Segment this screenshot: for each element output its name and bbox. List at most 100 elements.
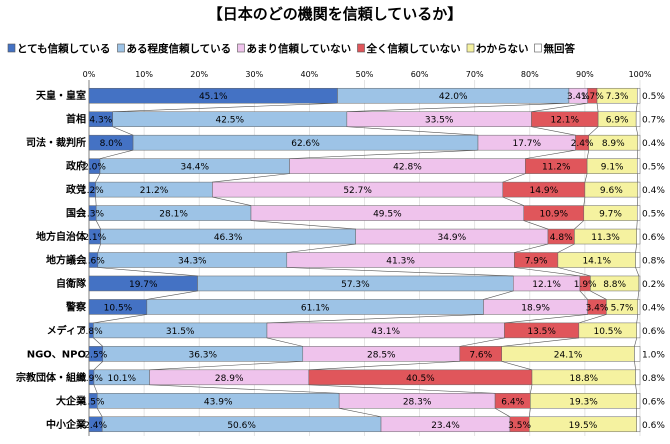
series-connector	[149, 361, 303, 371]
data-label: 0.7%	[642, 116, 665, 126]
series-connector	[588, 126, 599, 136]
bar-segment	[637, 181, 641, 198]
series-connector	[308, 384, 496, 394]
data-label: 0.4%	[642, 303, 665, 313]
series-connector	[266, 314, 484, 324]
data-label: 12.1%	[532, 280, 561, 290]
x-tick-label: 70%	[466, 70, 484, 79]
data-label: 0.5%	[642, 92, 665, 102]
series-connector	[596, 103, 599, 112]
bar-segment	[636, 322, 641, 339]
legend-label: わからない	[476, 43, 529, 55]
data-label: 31.5%	[166, 327, 195, 337]
bar-segment	[634, 346, 641, 362]
data-label: 11.2%	[542, 163, 571, 173]
x-tick-label: 30%	[245, 70, 263, 79]
data-label: 8.0%	[100, 139, 123, 149]
series-connector	[635, 103, 638, 112]
data-label: 61.1%	[301, 303, 330, 313]
data-label: 2.4%	[571, 139, 594, 149]
series-connector	[635, 384, 637, 394]
data-label: 1.6%	[82, 257, 105, 267]
data-label: 9.7%	[599, 210, 622, 220]
series-connector	[636, 150, 639, 159]
category-label: 首相	[66, 113, 86, 126]
bar-segment	[635, 369, 641, 386]
series-connector	[557, 267, 591, 277]
legend-swatch	[466, 43, 475, 53]
series-connector	[93, 361, 103, 371]
series-connector	[93, 314, 147, 324]
data-label: 3.4%	[567, 92, 590, 102]
category-label: メディア	[47, 324, 86, 337]
data-label: 10.5%	[593, 327, 622, 337]
legend-label: 全く信頼していない	[366, 42, 461, 55]
legend-swatch	[7, 43, 16, 53]
data-label: 6.9%	[606, 116, 629, 126]
series-connector	[501, 361, 533, 371]
data-label: 11.3%	[591, 233, 620, 243]
series-connector	[483, 290, 514, 300]
category-label: 自衛隊	[56, 277, 87, 290]
data-label: 19.7%	[129, 280, 158, 290]
data-label: 42.0%	[439, 92, 468, 102]
data-label: 28.1%	[159, 210, 188, 220]
x-tick-label: 90%	[576, 70, 594, 79]
data-label: 17.7%	[512, 139, 541, 149]
data-label: 1.5%	[82, 397, 105, 407]
series-connector	[346, 102, 569, 112]
x-tick-label: 80%	[521, 70, 539, 79]
series-connector	[635, 267, 640, 277]
data-label: 28.9%	[215, 374, 244, 384]
data-label: 12.1%	[550, 116, 579, 126]
data-label: 0.2%	[642, 280, 665, 290]
category-label: NGO、NPO	[27, 349, 86, 360]
data-label: 28.3%	[403, 397, 432, 407]
data-label: 4.8%	[550, 233, 573, 243]
x-tick-label: 100%	[629, 70, 652, 79]
data-label: 0.5%	[642, 163, 665, 173]
data-label: 2.4%	[84, 421, 107, 431]
series-connector	[525, 149, 576, 159]
bar-segment	[636, 205, 641, 221]
data-label: 1.2%	[81, 186, 104, 196]
data-label: 3.4%	[586, 303, 609, 313]
series-connector	[95, 220, 101, 230]
legend-swatch	[357, 43, 365, 53]
data-label: 41.3%	[386, 257, 415, 267]
category-label: 政党	[66, 183, 86, 196]
data-label: 0.6%	[642, 327, 665, 337]
data-label: 24.1%	[554, 350, 583, 360]
series-connector	[635, 243, 637, 253]
legend-swatch	[237, 43, 245, 53]
data-label: 0.6%	[642, 233, 665, 243]
data-label: 0.5%	[642, 210, 665, 220]
data-label: 1.7%	[581, 92, 604, 102]
data-label: 10.1%	[107, 374, 136, 384]
series-connector	[501, 337, 579, 347]
legend-label: ある程度信頼している	[127, 42, 232, 55]
series-connector	[339, 408, 382, 418]
series-connector	[97, 267, 198, 277]
data-label: 52.7%	[343, 186, 372, 196]
series-connector	[286, 267, 514, 277]
legend-label: とても信頼している	[17, 42, 110, 55]
data-label: 3.5%	[508, 421, 531, 431]
data-label: 0.9%	[80, 374, 103, 384]
series-connector	[346, 126, 479, 136]
data-label: 19.3%	[569, 397, 598, 407]
series-connector	[266, 337, 303, 347]
series-connector	[289, 149, 479, 159]
series-connector	[504, 314, 588, 324]
x-tick-label: 20%	[190, 70, 208, 79]
legend-label: あまり信頼していない	[247, 42, 352, 55]
x-tick-label: 10%	[135, 70, 153, 79]
bar-segment	[638, 275, 641, 292]
data-label: 1.0%	[642, 350, 665, 360]
bar-segment	[636, 228, 641, 245]
data-label: 2.5%	[84, 350, 107, 360]
series-connector	[636, 314, 639, 323]
bar-segment	[637, 299, 641, 315]
series-connector	[531, 102, 588, 112]
